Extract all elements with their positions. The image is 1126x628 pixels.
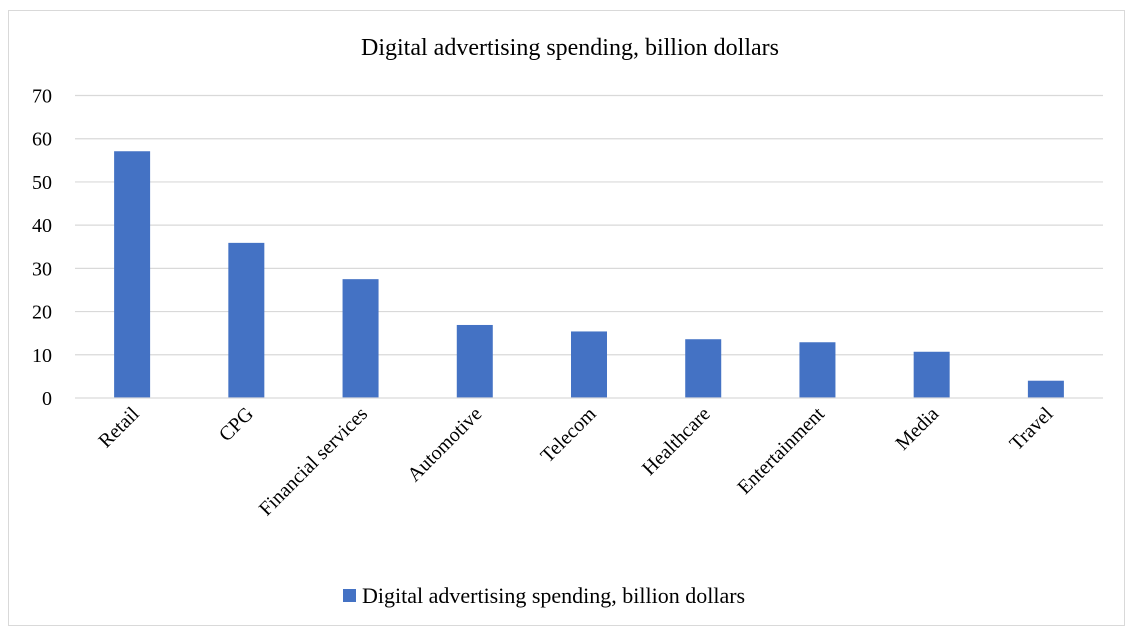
x-tick-label: Telecom <box>536 403 600 467</box>
y-tick-label: 50 <box>32 172 52 194</box>
bar <box>114 151 151 398</box>
bar <box>571 331 607 398</box>
y-tick-label: 40 <box>32 215 52 237</box>
bar <box>456 324 493 398</box>
y-tick-label: 10 <box>32 345 52 367</box>
chart-title: Digital advertising spending, billion do… <box>361 35 779 61</box>
y-axis-ticks: 0 10 20 30 40 50 60 70 <box>32 86 52 411</box>
bar <box>913 351 950 398</box>
y-tick-label: 60 <box>32 129 52 151</box>
x-tick-label: CPG <box>215 403 258 446</box>
legend: Digital advertising spending, billion do… <box>343 583 745 608</box>
bar <box>685 339 722 398</box>
x-tick-label: Travel <box>1005 403 1057 455</box>
x-tick-label: Financial services <box>255 403 372 520</box>
bar <box>342 279 379 398</box>
y-tick-label: 30 <box>32 258 52 280</box>
bar <box>1027 380 1064 398</box>
x-tick-label: Healthcare <box>638 403 715 480</box>
bar <box>799 342 836 398</box>
x-tick-label: Automotive <box>403 403 486 486</box>
x-tick-label: Retail <box>94 403 144 453</box>
y-tick-label: 70 <box>32 86 52 108</box>
bars <box>114 151 1064 398</box>
x-tick-label: Entertainment <box>733 403 829 499</box>
chart-frame <box>8 10 1125 626</box>
bar <box>228 242 265 398</box>
y-tick-label: 0 <box>42 388 52 410</box>
legend-swatch <box>343 589 356 602</box>
x-tick-label: Media <box>892 403 944 455</box>
legend-label: Digital advertising spending, billion do… <box>362 583 745 608</box>
y-tick-label: 20 <box>32 302 52 324</box>
